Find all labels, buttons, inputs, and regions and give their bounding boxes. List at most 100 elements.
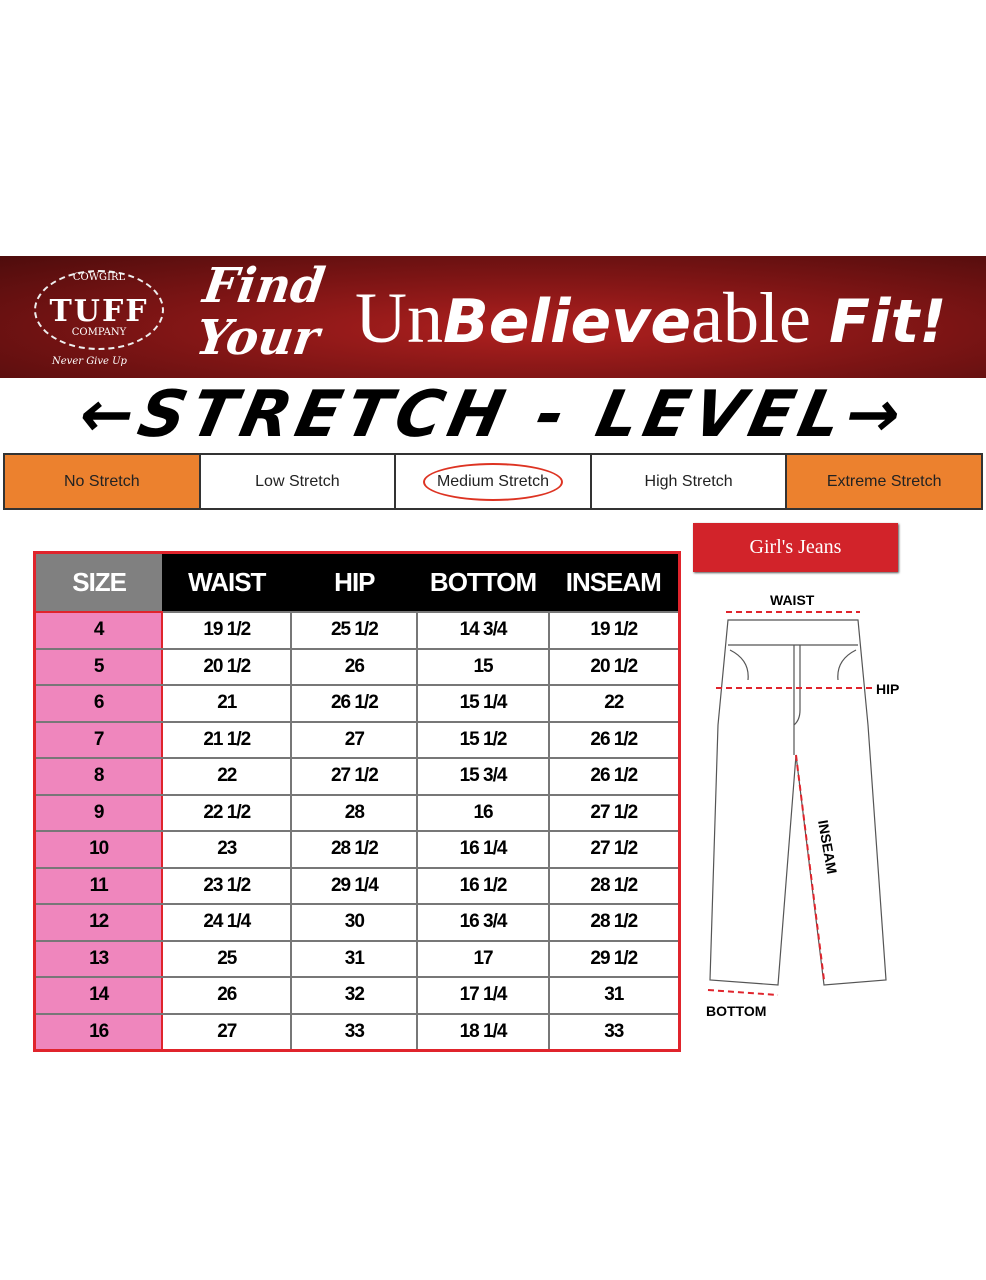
measurement-cell: 15 3/4 bbox=[416, 757, 550, 796]
measurement-cell: 15 1/4 bbox=[416, 684, 550, 723]
able-text: able bbox=[691, 278, 811, 358]
measurement-cell: 25 1/2 bbox=[290, 611, 419, 650]
measurement-cell: 26 bbox=[161, 976, 293, 1015]
header-hip: HIP bbox=[291, 552, 418, 612]
jeans-details bbox=[728, 644, 858, 755]
measurement-cell: 16 1/2 bbox=[416, 866, 550, 905]
measurement-cell: 28 1/2 bbox=[547, 866, 681, 905]
size-cell: 14 bbox=[33, 976, 164, 1015]
jeans-diagram: WAIST HIP INSEAM BOTTOM bbox=[706, 592, 899, 1019]
headline-unbelieveable: UnBelieveable Fit! bbox=[355, 278, 947, 362]
size-cell: 4 bbox=[33, 611, 164, 650]
measurement-cell: 23 bbox=[161, 830, 293, 869]
stretch-level-bar: No Stretch Low Stretch Medium Stretch Hi… bbox=[3, 453, 983, 510]
stretch-medium: Medium Stretch bbox=[396, 455, 592, 508]
measurement-cell: 24 1/4 bbox=[161, 903, 293, 942]
size-cell: 10 bbox=[33, 830, 164, 869]
fit-text: Fit! bbox=[828, 287, 947, 357]
header-inseam: INSEAM bbox=[548, 552, 680, 612]
motto: Never Give Up bbox=[52, 356, 127, 367]
measurement-cell: 27 bbox=[290, 720, 419, 759]
selected-level-circle: Medium Stretch bbox=[422, 462, 563, 501]
table-row: 6 21 26 1/2 15 1/4 22 bbox=[33, 684, 681, 723]
header-bottom: BOTTOM bbox=[417, 552, 549, 612]
measurement-cell: 15 bbox=[416, 647, 550, 686]
waist-label: WAIST bbox=[770, 592, 815, 608]
measurement-cell: 20 1/2 bbox=[161, 647, 293, 686]
measurement-cell: 28 bbox=[290, 793, 419, 832]
measurement-cell: 16 bbox=[416, 793, 550, 832]
measurement-cell: 14 3/4 bbox=[416, 611, 550, 650]
table-row: 16 27 33 18 1/4 33 bbox=[33, 1012, 681, 1052]
header-size: SIZE bbox=[34, 552, 163, 612]
size-cell: 13 bbox=[33, 939, 164, 978]
table-row: 5 20 1/2 26 15 20 1/2 bbox=[33, 647, 681, 686]
measurement-cell: 29 1/4 bbox=[290, 866, 419, 905]
measurement-cell: 19 1/2 bbox=[161, 611, 293, 650]
measurement-cell: 31 bbox=[290, 939, 419, 978]
measurement-cell: 32 bbox=[290, 976, 419, 1015]
measurement-cell: 31 bbox=[547, 976, 681, 1015]
header-banner: COWGIRL TUFF COMPANY Never Give Up Find Y… bbox=[0, 256, 986, 378]
stretch-high: High Stretch bbox=[592, 455, 788, 508]
table-row: 10 23 28 1/2 16 1/4 27 1/2 bbox=[33, 830, 681, 869]
logo-main: TUFF bbox=[49, 294, 149, 329]
stretch-none: No Stretch bbox=[5, 455, 201, 508]
measurement-cell: 17 bbox=[416, 939, 550, 978]
logo-top: COWGIRL bbox=[72, 272, 126, 283]
size-cell: 5 bbox=[33, 647, 164, 686]
table-row: 14 26 32 17 1/4 31 bbox=[33, 976, 681, 1015]
table-row: 4 19 1/2 25 1/2 14 3/4 19 1/2 bbox=[33, 611, 681, 650]
measurement-cell: 28 1/2 bbox=[290, 830, 419, 869]
stretch-low: Low Stretch bbox=[201, 455, 397, 508]
inseam-label: INSEAM bbox=[815, 819, 840, 875]
table-row: 13 25 31 17 29 1/2 bbox=[33, 939, 681, 978]
size-cell: 7 bbox=[33, 720, 164, 759]
measurement-cell: 29 1/2 bbox=[547, 939, 681, 978]
table-row: 11 23 1/2 29 1/4 16 1/2 28 1/2 bbox=[33, 866, 681, 905]
size-cell: 11 bbox=[33, 866, 164, 905]
girls-jeans-label: Girl's Jeans bbox=[693, 523, 898, 572]
headline-find-your: Find Your bbox=[192, 258, 330, 366]
measurement-cell: 21 1/2 bbox=[161, 720, 293, 759]
size-cell: 16 bbox=[33, 1012, 164, 1052]
table-row: 8 22 27 1/2 15 3/4 26 1/2 bbox=[33, 757, 681, 796]
measurement-cell: 25 bbox=[161, 939, 293, 978]
measurement-cell: 27 1/2 bbox=[547, 793, 681, 832]
measurement-cell: 27 bbox=[161, 1012, 293, 1052]
brand-logo: COWGIRL TUFF COMPANY bbox=[34, 270, 164, 350]
size-cell: 9 bbox=[33, 793, 164, 832]
measurement-cell: 16 1/4 bbox=[416, 830, 550, 869]
measurement-cell: 28 1/2 bbox=[547, 903, 681, 942]
measurement-cell: 20 1/2 bbox=[547, 647, 681, 686]
table-header: SIZE WAIST HIP BOTTOM INSEAM bbox=[34, 552, 680, 612]
bottom-label: BOTTOM bbox=[706, 1003, 766, 1019]
un-text: Un bbox=[355, 278, 443, 358]
size-table: SIZE WAIST HIP BOTTOM INSEAM 4 19 1/2 25 1… bbox=[33, 551, 681, 1052]
size-cell: 12 bbox=[33, 903, 164, 942]
stretch-level-title: ←STRETCH - LEVEL→ bbox=[72, 378, 914, 452]
measurement-cell: 19 1/2 bbox=[547, 611, 681, 650]
measurement-cell: 27 1/2 bbox=[290, 757, 419, 796]
table-row: 12 24 1/4 30 16 3/4 28 1/2 bbox=[33, 903, 681, 942]
measurement-cell: 27 1/2 bbox=[547, 830, 681, 869]
measurement-cell: 15 1/2 bbox=[416, 720, 550, 759]
header-waist: WAIST bbox=[162, 552, 292, 612]
measurement-cell: 26 1/2 bbox=[547, 757, 681, 796]
measurement-cell: 26 1/2 bbox=[547, 720, 681, 759]
measurement-cell: 33 bbox=[290, 1012, 419, 1052]
measurement-cell: 26 1/2 bbox=[290, 684, 419, 723]
size-cell: 8 bbox=[33, 757, 164, 796]
your-text: Your bbox=[192, 310, 323, 366]
measurement-cell: 21 bbox=[161, 684, 293, 723]
table-row: 9 22 1/2 28 16 27 1/2 bbox=[33, 793, 681, 832]
believe-text: Believe bbox=[443, 287, 692, 357]
logo-bottom: COMPANY bbox=[71, 327, 127, 338]
stretch-extreme: Extreme Stretch bbox=[787, 455, 981, 508]
jeans-outline bbox=[709, 619, 887, 986]
measurement-cell: 30 bbox=[290, 903, 419, 942]
find-text: Find bbox=[199, 258, 329, 314]
size-cell: 6 bbox=[33, 684, 164, 723]
table-row: 7 21 1/2 27 15 1/2 26 1/2 bbox=[33, 720, 681, 759]
measurement-cell: 17 1/4 bbox=[416, 976, 550, 1015]
